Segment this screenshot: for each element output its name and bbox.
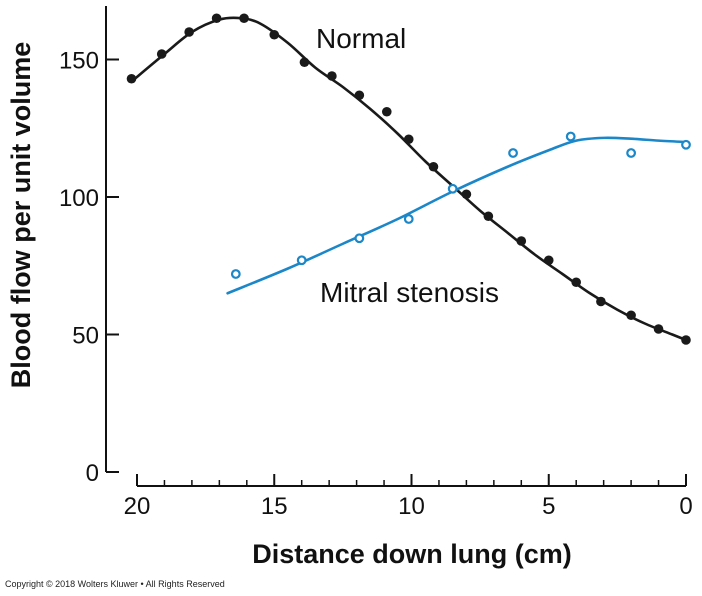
data-point-normal [354, 90, 365, 101]
copyright-notice: Copyright © 2018 Wolters Kluwer • All Ri… [5, 579, 225, 589]
data-point-normal [626, 310, 636, 321]
y-axis-title: Blood flow per unit volume [6, 42, 36, 389]
data-point-normal [184, 27, 194, 37]
data-point-normal [381, 106, 392, 117]
data-point-mitral-stenosis [626, 148, 636, 158]
x-tick-label: 10 [398, 493, 425, 520]
data-point-normal [461, 189, 472, 200]
y-tick-label: 150 [59, 48, 99, 75]
y-tick-label: 50 [72, 323, 99, 350]
x-tick-label: 20 [124, 493, 151, 520]
data-point-normal [327, 71, 337, 81]
data-point-normal [156, 49, 167, 59]
data-point-mitral-stenosis [296, 255, 307, 266]
y-tick-label: 0 [86, 460, 99, 487]
data-point-mitral-stenosis [565, 131, 576, 142]
data-point-normal [543, 255, 554, 266]
data-point-normal [239, 13, 249, 24]
x-tick-label: 0 [679, 493, 692, 520]
x-tick-label: 15 [261, 493, 288, 520]
series-label-mitral-stenosis: Mitral stenosis [320, 277, 499, 308]
data-point-normal [653, 324, 664, 334]
series-label-normal: Normal [316, 23, 406, 54]
data-point-mitral-stenosis [508, 148, 518, 158]
data-point-mitral-stenosis [681, 139, 691, 150]
data-point-mitral-stenosis [354, 233, 365, 244]
data-point-normal [483, 211, 494, 222]
data-point-normal [596, 296, 606, 307]
data-point-mitral-stenosis [447, 183, 458, 194]
series-markers [126, 13, 691, 345]
data-point-normal [126, 73, 137, 84]
data-point-normal [269, 29, 280, 40]
data-point-normal [428, 161, 439, 172]
data-point-normal [571, 277, 581, 288]
data-point-normal [299, 57, 310, 68]
data-point-normal [403, 134, 414, 145]
x-axis-title: Distance down lung (cm) [252, 539, 572, 569]
x-tick-label: 5 [542, 493, 555, 520]
series-line-mitral-stenosis [226, 136, 688, 295]
y-tick-label: 100 [59, 185, 99, 212]
data-point-normal [211, 13, 222, 24]
data-point-normal [516, 236, 527, 246]
data-point-normal [681, 335, 691, 345]
data-point-mitral-stenosis [403, 214, 414, 224]
data-point-mitral-stenosis [230, 269, 241, 279]
